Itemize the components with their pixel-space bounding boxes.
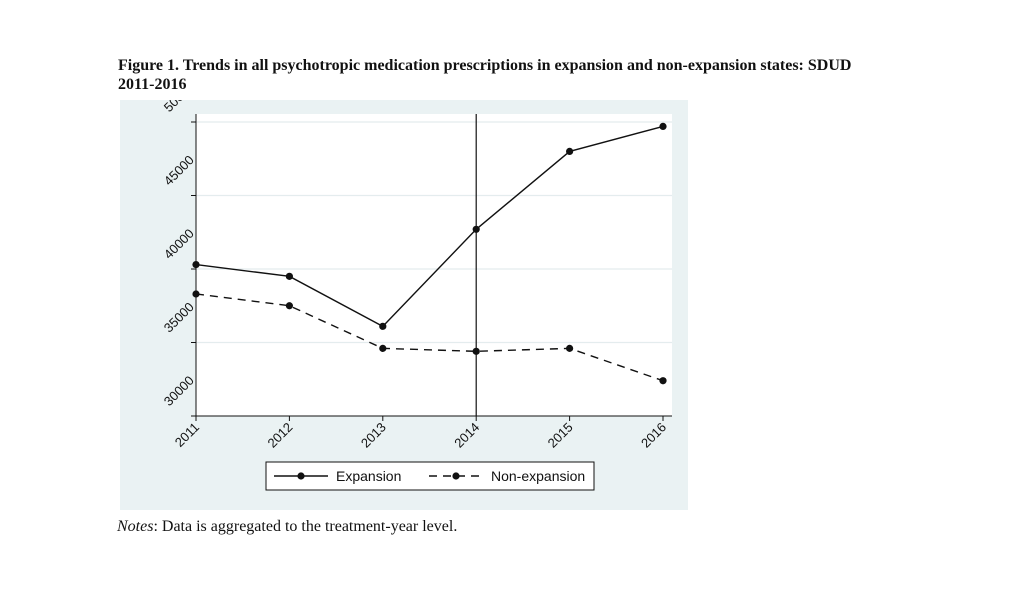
series-group — [192, 114, 667, 416]
data-point-non-expansion-2014 — [472, 347, 480, 355]
data-point-expansion-2014 — [472, 225, 480, 233]
legend: Expansion Non-expansion — [265, 461, 595, 491]
data-point-expansion-2016 — [659, 122, 667, 131]
figure-notes: Notes: Data is aggregated to the treatme… — [117, 518, 457, 536]
data-point-non-expansion-2012 — [285, 302, 293, 310]
legend-marker-expansion — [297, 472, 305, 480]
gridlines — [196, 121, 672, 344]
data-point-non-expansion-2016 — [659, 377, 667, 385]
figure-title-line-1: Figure 1. Trends in all psychotropic med… — [118, 57, 852, 74]
line-chart: 3000035000400004500050000201120122013201… — [120, 79, 688, 510]
figure-title-line-2: 2011-2016 — [118, 76, 187, 93]
legend-marker-non-expansion — [452, 472, 460, 480]
data-point-expansion-2013 — [379, 322, 387, 330]
data-point-non-expansion-2013 — [379, 344, 387, 352]
chart-container: 3000035000400004500050000201120122013201… — [120, 79, 688, 510]
series-line-non-expansion — [195, 293, 664, 382]
notes-label: Notes — [117, 518, 154, 535]
data-point-expansion-2011 — [192, 260, 200, 269]
figure-title: Figure 1. Trends in all psychotropic med… — [118, 56, 918, 94]
data-point-non-expansion-2015 — [566, 344, 574, 352]
legend-label-expansion: Expansion — [336, 468, 401, 484]
notes-text: : Data is aggregated to the treatment-ye… — [153, 518, 458, 535]
plot-area — [196, 114, 672, 416]
data-point-non-expansion-2011 — [192, 290, 200, 298]
legend-label-non-expansion: Non-expansion — [491, 468, 585, 484]
data-point-expansion-2012 — [285, 272, 293, 280]
series-line-expansion — [195, 125, 664, 328]
data-point-expansion-2015 — [566, 147, 574, 155]
